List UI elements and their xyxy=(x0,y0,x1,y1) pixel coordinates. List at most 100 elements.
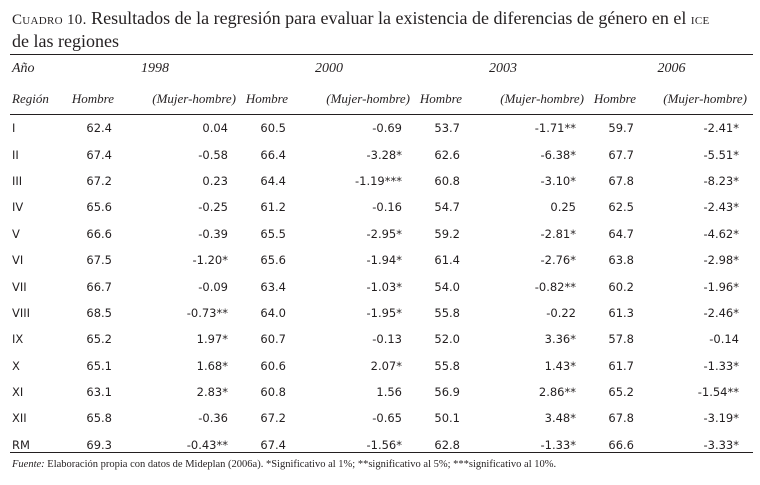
diff-cell: -2.46* xyxy=(703,305,739,320)
diff-cell: 1.56 xyxy=(376,385,402,400)
diff-cell: -0.73** xyxy=(186,305,228,320)
diff-cell: 3.48* xyxy=(544,411,576,426)
table-body: I 62.4 0.04 60.5 -0.69 53.7 -1.71** 59.7 -2.41* I… xyxy=(10,115,753,459)
footnote-source-label: Fuente: xyxy=(12,459,45,470)
hombre-cell: 60.8 xyxy=(434,173,460,188)
table-row: VI 67.5 -1.20* 65.6 -1.94* 61.4 -2.76* 63.8 -2.9… xyxy=(10,247,753,273)
table-row: VIII 68.5 -0.73** 64.0 -1.95* 55.8 -0.22 61.3 -2… xyxy=(10,300,753,326)
diff-header: (Mujer-hombre) xyxy=(326,91,410,106)
hombre-cell: 55.8 xyxy=(434,305,460,320)
diff-cell: -0.13 xyxy=(372,332,402,347)
hombre-cell: 63.8 xyxy=(608,253,634,268)
diff-cell: 2.83* xyxy=(196,385,228,400)
region-cell: V xyxy=(12,226,20,241)
diff-cell: 0.23 xyxy=(202,173,228,188)
hombre-cell: 62.4 xyxy=(86,121,112,136)
hombre-cell: 67.8 xyxy=(608,173,634,188)
hombre-cell: 67.8 xyxy=(608,411,634,426)
diff-cell: -1.71** xyxy=(534,121,576,136)
diff-cell: -2.81* xyxy=(540,226,576,241)
hombre-cell: 69.3 xyxy=(86,437,112,452)
table-row: III 67.2 0.23 64.4 -1.19*** 60.8 -3.10* 67.8 -8.… xyxy=(10,168,753,194)
region-cell: IV xyxy=(12,200,24,215)
diff-cell: 3.36* xyxy=(544,332,576,347)
hombre-cell: 63.1 xyxy=(86,385,112,400)
hombre-cell: 50.1 xyxy=(434,411,460,426)
hombre-cell: 60.5 xyxy=(260,121,286,136)
table-row: IV 65.6 -0.25 61.2 -0.16 54.7 0.25 62.5 -2.43* xyxy=(10,194,753,220)
hombre-cell: 59.2 xyxy=(434,226,460,241)
hombre-cell: 66.6 xyxy=(608,437,634,452)
diff-cell: -0.69 xyxy=(372,121,402,136)
hombre-cell: 65.6 xyxy=(260,253,286,268)
diff-cell: -1.56* xyxy=(366,437,402,452)
year-header-2003: 2003 xyxy=(489,61,517,76)
diff-cell: 2.07* xyxy=(370,358,402,373)
diff-cell: 1.97* xyxy=(196,332,228,347)
diff-cell: -0.65 xyxy=(372,411,402,426)
caption-label: Cuadro 10. xyxy=(12,12,87,28)
diff-cell: -1.19*** xyxy=(354,173,402,188)
hombre-cell: 61.3 xyxy=(608,305,634,320)
hombre-cell: 54.7 xyxy=(434,200,460,215)
footnote-text: Elaboración propia con datos de Mideplan… xyxy=(47,459,557,470)
caption-title: Resultados de la regresión para evaluar … xyxy=(91,8,687,28)
table-caption: Cuadro 10. Resultados de la regresión pa… xyxy=(12,8,752,52)
top-rule xyxy=(10,54,753,55)
diff-cell: 1.68* xyxy=(196,358,228,373)
anio-header: Año xyxy=(12,61,35,76)
hombre-cell: 64.0 xyxy=(260,305,286,320)
diff-cell: -0.58 xyxy=(198,147,228,162)
diff-header: (Mujer-hombre) xyxy=(152,91,236,106)
hombre-cell: 64.4 xyxy=(260,173,286,188)
diff-cell: -1.20* xyxy=(192,253,228,268)
footnote: Fuente: Elaboración propia con datos de … xyxy=(12,458,752,471)
hombre-header: Hombre xyxy=(245,91,288,106)
diff-cell: -8.23* xyxy=(703,173,739,188)
diff-cell: -3.10* xyxy=(540,173,576,188)
hombre-cell: 61.4 xyxy=(434,253,460,268)
diff-cell: -6.38* xyxy=(540,147,576,162)
diff-header: (Mujer-hombre) xyxy=(663,91,747,106)
hombre-cell: 61.7 xyxy=(608,358,634,373)
region-cell: I xyxy=(12,121,16,136)
hombre-header: Hombre xyxy=(419,91,462,106)
hombre-cell: 67.7 xyxy=(608,147,634,162)
diff-cell: -0.14 xyxy=(709,332,739,347)
hombre-cell: 65.8 xyxy=(86,411,112,426)
diff-cell: -0.16 xyxy=(372,200,402,215)
table-row: RM 69.3 -0.43** 67.4 -1.56* 62.8 -1.33* 66.6 -3.… xyxy=(10,432,753,458)
diff-cell: -3.33* xyxy=(703,437,739,452)
region-cell: VIII xyxy=(12,305,31,320)
region-cell: RM xyxy=(12,437,30,452)
hombre-cell: 62.8 xyxy=(434,437,460,452)
hombre-cell: 65.1 xyxy=(86,358,112,373)
table-row: XII 65.8 -0.36 67.2 -0.65 50.1 3.48* 67.8 -3.19* xyxy=(10,405,753,431)
diff-cell: -2.76* xyxy=(540,253,576,268)
hombre-cell: 65.6 xyxy=(86,200,112,215)
caption-title-end: de las regiones xyxy=(12,31,119,51)
hombre-cell: 60.7 xyxy=(260,332,286,347)
hombre-cell: 60.8 xyxy=(260,385,286,400)
table-row: XI 63.1 2.83* 60.8 1.56 56.9 2.86** 65.2 -1.54** xyxy=(10,379,753,405)
hombre-cell: 62.6 xyxy=(434,147,460,162)
diff-cell: -1.54** xyxy=(697,385,739,400)
diff-cell: 0.04 xyxy=(202,121,228,136)
hombre-cell: 67.2 xyxy=(86,173,112,188)
diff-cell: 2.86** xyxy=(538,385,576,400)
diff-cell: -0.25 xyxy=(198,200,228,215)
table-row: IX 65.2 1.97* 60.7 -0.13 52.0 3.36* 57.8 -0.14 xyxy=(10,326,753,352)
diff-cell: -0.22 xyxy=(546,305,576,320)
hombre-cell: 65.2 xyxy=(608,385,634,400)
hombre-cell: 59.7 xyxy=(608,121,634,136)
diff-cell: -0.43** xyxy=(186,437,228,452)
hombre-cell: 66.4 xyxy=(260,147,286,162)
table-row: I 62.4 0.04 60.5 -0.69 53.7 -1.71** 59.7 -2.41* xyxy=(10,115,753,142)
diff-cell: -0.39 xyxy=(198,226,228,241)
diff-cell: -3.19* xyxy=(703,411,739,426)
hombre-cell: 53.7 xyxy=(434,121,460,136)
diff-cell: -4.62* xyxy=(703,226,739,241)
hombre-cell: 65.2 xyxy=(86,332,112,347)
year-header-2000: 2000 xyxy=(315,61,343,76)
diff-cell: -2.98* xyxy=(703,253,739,268)
